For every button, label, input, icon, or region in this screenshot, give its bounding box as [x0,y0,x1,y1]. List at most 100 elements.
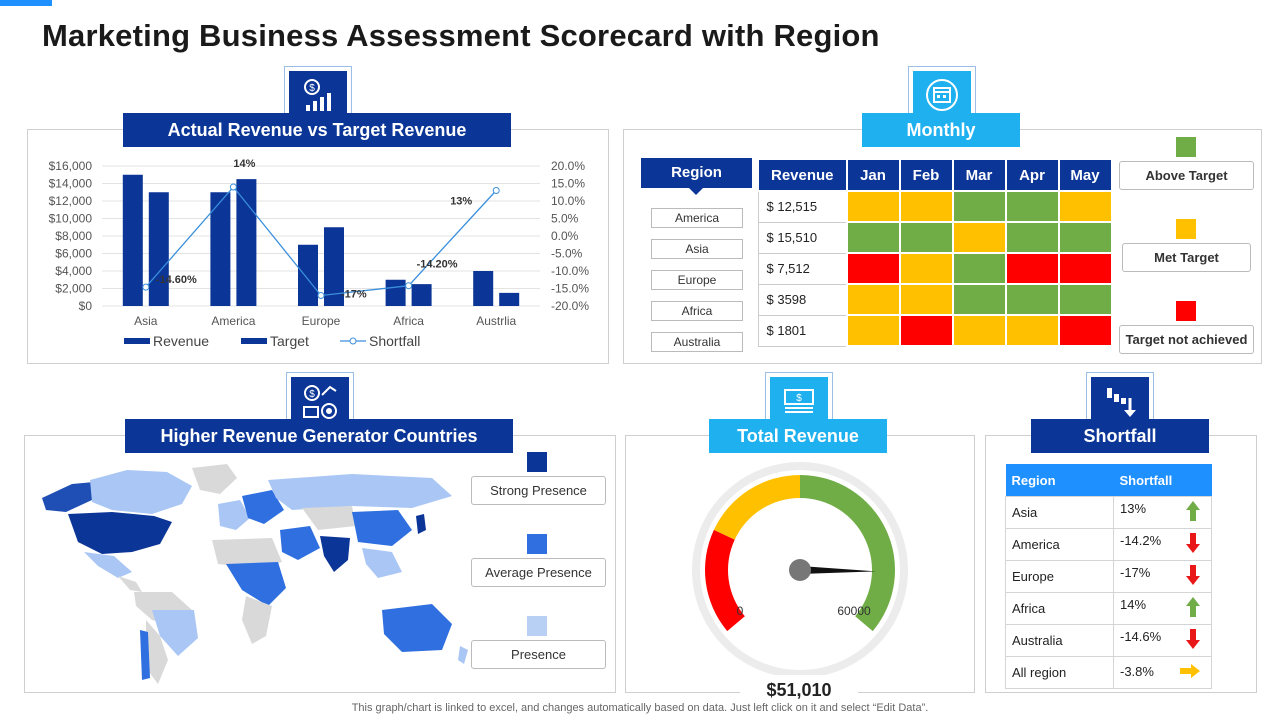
legend-target-label: Target [270,333,309,349]
revenue-gauge: 0 60000 [692,462,908,675]
monthly-table-header-row: Revenue Jan Feb Mar Apr May [757,158,1113,192]
legend-shortfall-marker [349,337,357,345]
y-tick-label: $10,000 [49,212,93,226]
revenue-cell: $ 1801 [757,314,847,347]
target-bar [324,227,344,306]
shortfall-point [405,282,413,290]
map-region-japan [416,514,426,534]
shortfall-point [492,187,500,194]
shortfall-data-label: -14.60% [156,274,197,286]
status-cell [845,314,901,347]
col-header-jan: Jan [845,158,901,192]
legend-presence: Presence [471,640,606,669]
shortfall-data-label: 13% [450,196,472,208]
region-button-asia[interactable]: Asia [651,239,743,259]
shortfall-data-label: -14.20% [417,259,458,271]
legend-target-swatch [241,338,267,344]
total-revenue-value: $51,010 [740,680,858,701]
map-region-south-africa [242,596,272,644]
table-row: $ 1801 [757,314,1113,347]
shortfall-value: -17% [1120,565,1151,580]
status-cell [1057,190,1113,223]
region-cell: Africa [1005,592,1114,625]
monthly-header: Monthly [862,113,1020,147]
x-tick-label: Europe [302,314,341,328]
map-region-chile [140,630,150,680]
target-bar [499,292,520,306]
y-tick-label: $0 [79,299,93,313]
col-header-apr: Apr [1004,158,1060,192]
col-header-feb: Feb [898,158,954,192]
shortfall-value: 14% [1120,597,1147,612]
shortfall-point [317,292,325,299]
legend-swatch-met-target [1176,219,1196,239]
region-button-europe[interactable]: Europe [651,270,743,290]
status-cell [1057,221,1113,254]
gauge-red-band [705,529,745,632]
revenue-chart-icon: $ [304,79,331,111]
status-cell [1004,190,1060,223]
legend-swatch-presence [527,616,547,636]
status-cell [951,314,1007,347]
shortfall-value: -3.8% [1120,664,1154,679]
region-cell: Australia [1005,624,1114,657]
money-stack-icon: $ [784,389,814,413]
x-tick-label: Africa [393,314,424,328]
region-header-pointer-icon [688,187,704,195]
shortfall-point [229,183,237,191]
shortfall-table: Region Shortfall Asia 13% America -14.2%… [1005,464,1212,689]
x-tick-label: America [211,314,255,328]
status-cell [845,190,901,223]
legend-swatch-average-presence [527,534,547,554]
col-header-shortfall: Shortfall [1113,464,1212,497]
status-cell [951,252,1007,285]
shortfall-cell: -14.2% [1113,528,1212,561]
table-row: Europe -17% [1005,560,1212,593]
page-title: Marketing Business Assessment Scorecard … [42,18,880,53]
map-region-europe-west [218,500,250,530]
region-button-australia[interactable]: Australia [651,332,743,352]
region-cell: America [1005,528,1114,561]
svg-text:$: $ [309,389,315,400]
table-row: $ 3598 [757,283,1113,316]
col-header-mar: Mar [951,158,1007,192]
shortfall-value: -14.6% [1120,629,1162,644]
region-button-africa[interactable]: Africa [651,301,743,321]
status-cell [1057,314,1113,347]
legend-strong-presence: Strong Presence [471,476,606,505]
monthly-table: Revenue Jan Feb Mar Apr May $ 12,515 $ 1… [757,158,1113,347]
map-region-russia [268,474,452,510]
gauge-needle [799,566,876,574]
target-bar [148,192,169,306]
shortfall-cell: 14% [1113,592,1212,625]
region-cell: Europe [1005,560,1114,593]
y2-tick-label: -5.0% [551,247,583,261]
y-tick-label: $2,000 [55,282,92,296]
shortfall-line [145,185,497,297]
map-region-new-zealand [458,646,468,664]
map-region-south-america-south [146,620,168,684]
map-region-greenland [192,464,237,494]
y2-tick-label: 5.0% [551,212,579,226]
region-header: Region [641,158,752,188]
region-button-america[interactable]: America [651,208,743,228]
monthly-icon-box [908,66,976,120]
decline-chart-icon [1107,388,1136,417]
revenue-bar [210,192,231,306]
map-region-central-asia [302,506,356,530]
footnote: This graph/chart is linked to excel, and… [351,702,929,714]
status-cell [951,283,1007,316]
gauge-outer-ring [692,462,908,675]
table-row: Australia -14.6% [1005,624,1212,657]
shortfall-value: 13% [1120,501,1147,516]
y-tick-label: $12,000 [49,194,93,208]
status-cell [898,283,954,316]
map-region-india [320,536,350,572]
svg-text:$: $ [796,393,802,404]
map-region-middle-east [280,526,320,560]
gauge-green-band [800,475,895,632]
y2-tick-label: 10.0% [551,194,585,208]
gauge-yellow-band [713,475,800,540]
gauge-max-label: 60000 [837,604,871,618]
target-bar [411,284,432,306]
